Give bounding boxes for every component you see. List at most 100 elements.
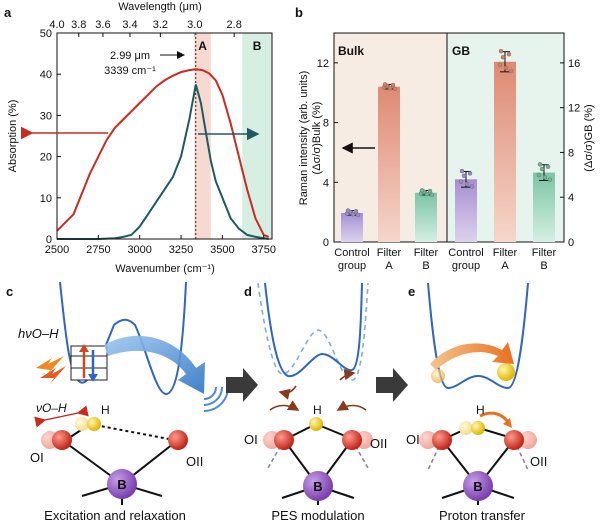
right-tick-label: 4 <box>568 192 574 204</box>
boron-atom <box>303 471 333 501</box>
y-tick-label: 30 <box>40 110 52 122</box>
panel-e-letter: e <box>408 284 415 299</box>
vibrational-levels-box <box>70 345 108 381</box>
gb-data-point <box>469 184 475 189</box>
oxygen-atom-ii <box>168 430 188 450</box>
hydrogen-label: H <box>476 403 485 417</box>
bulk-bar <box>415 192 437 242</box>
panel-d-letter: d <box>244 284 252 299</box>
y-axis-right-label: (Δσ/σ)GB (%) <box>583 104 595 171</box>
series-teal-curve <box>57 84 269 240</box>
top-tick-label: 3.6 <box>95 19 110 31</box>
top-tick-label: 3.2 <box>153 19 168 31</box>
category-label: Control <box>448 247 483 259</box>
top-axis-ticks: 4.0 3.8 3.6 3.4 3.2 3.0 2.8 <box>49 19 242 37</box>
bulk-data-point <box>419 188 425 193</box>
bulk-data-point <box>350 212 356 217</box>
oxygen-atom-ii <box>504 430 524 450</box>
x-axis-ticks: 2500 2750 3000 3250 3500 3750 <box>45 235 276 256</box>
oxygen-ii-label: OII <box>186 454 203 469</box>
left-tick-label: 12 <box>317 58 329 70</box>
panel-a-letter: a <box>4 5 12 20</box>
band-a <box>194 33 211 239</box>
bulk-data-point <box>429 192 435 197</box>
y-tick-label: 50 <box>40 28 52 40</box>
category-labels: ControlgroupFilterAFilterBControlgroupFi… <box>334 247 556 272</box>
bulk-data-point <box>382 82 388 87</box>
right-tick-label: 16 <box>568 58 580 70</box>
bulk-data-point <box>390 82 396 88</box>
top-axis-label: Wavelength (μm) <box>118 1 202 13</box>
boron-label: B <box>117 477 126 492</box>
gb-data-point <box>498 48 504 54</box>
category-label: Filter <box>414 247 439 259</box>
panel-d: d B H OI OII PES modulation <box>244 282 387 523</box>
gb-bar <box>533 172 555 242</box>
y-axis-left-label-2: (Δσ/σ)Bulk (%) <box>311 102 323 175</box>
category-label: B <box>422 260 429 272</box>
y-tick-label: 10 <box>40 193 52 205</box>
boron-label: B <box>313 479 322 494</box>
x-tick-label: 2750 <box>86 244 110 256</box>
hydrogen-atom-ghost <box>459 421 473 435</box>
oxygen-ii-label: OII <box>370 436 387 451</box>
top-tick-label: 3.4 <box>122 19 137 31</box>
gb-data-point <box>458 179 464 184</box>
gb-data-point <box>508 68 514 74</box>
y-tick-label: 20 <box>40 152 52 164</box>
gb-data-point <box>537 162 543 167</box>
oxygen-atom-ii <box>342 430 362 450</box>
gb-data-point <box>539 166 545 172</box>
left-tick-label: 4 <box>323 177 329 189</box>
panel-e: e B H OI OII Proton transfer <box>406 282 547 523</box>
bulk-data-point <box>424 191 430 197</box>
shift-arrow <box>339 369 356 381</box>
right-tick-label: 12 <box>568 103 580 115</box>
x-tick-label: 3000 <box>127 244 151 256</box>
right-axis-ticks: 0 4 8 12 16 <box>560 58 580 249</box>
category-label: Filter <box>532 247 557 259</box>
category-label: group <box>338 260 366 272</box>
left-tick-label: 0 <box>323 237 329 249</box>
left-tick-label: 8 <box>323 118 329 130</box>
bulk-bar <box>341 212 363 242</box>
proton-final <box>497 363 515 381</box>
band-b <box>242 33 272 239</box>
annotation-wavelength: 2.99 μm <box>110 50 150 62</box>
panel-b-frame <box>333 32 565 243</box>
category-label: A <box>501 260 509 272</box>
category-label: A <box>385 260 393 272</box>
step-arrow-2 <box>376 368 408 402</box>
right-tick-label: 8 <box>568 147 574 159</box>
boron-label: B <box>473 479 482 494</box>
bulk-data-point <box>345 208 351 213</box>
relaxation-arrow-head <box>88 374 98 382</box>
gb-data-point <box>459 168 465 174</box>
hydrogen-bond <box>89 423 175 441</box>
gb-data-point <box>536 172 542 178</box>
heat-wave-icon <box>203 386 223 406</box>
hydrogen-atom-ghost <box>75 417 89 431</box>
top-tick-label: 4.0 <box>49 19 64 31</box>
category-label: Filter <box>377 247 402 259</box>
proton-hop-arrow <box>479 411 510 423</box>
gb-data-point <box>506 52 512 57</box>
caption-d: PES modulation <box>271 508 364 523</box>
excitation-arrow-head <box>79 344 89 352</box>
bulk-bar <box>378 86 400 242</box>
hydrogen-atom <box>471 421 485 435</box>
gb-data-point <box>467 171 473 176</box>
oxygen-atom-i <box>432 430 452 450</box>
oxygen-atom-i <box>52 430 72 450</box>
x-tick-label: 3500 <box>210 244 234 256</box>
bend-arrow <box>269 400 300 411</box>
gb-data-point <box>545 164 551 169</box>
y-axis-ticks: 0 10 20 30 40 50 <box>40 28 61 246</box>
top-tick-label: 2.8 <box>227 19 242 31</box>
transfer-arrow <box>430 342 514 370</box>
series-red-curve <box>56 68 270 238</box>
energy-label: hνO–H <box>18 326 59 341</box>
top-tick-label: 3.0 <box>187 19 202 31</box>
bulk-data-point <box>427 188 433 194</box>
